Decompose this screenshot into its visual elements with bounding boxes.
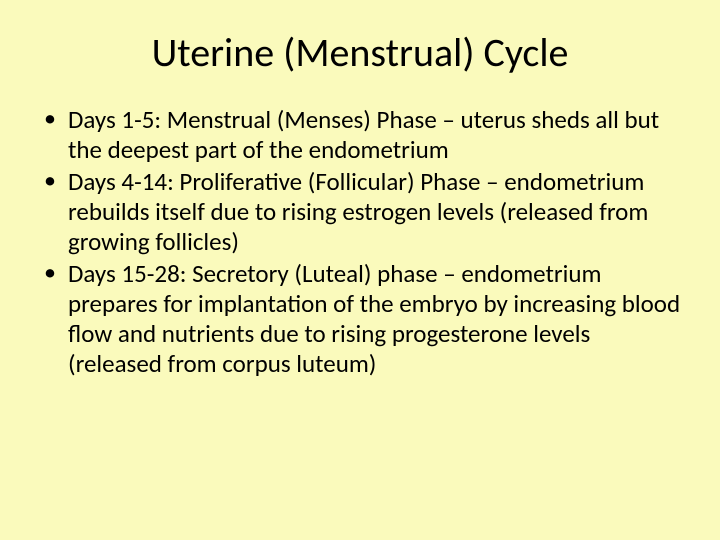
- bullet-list: Days 1-5: Menstrual (Menses) Phase – ute…: [42, 105, 686, 379]
- slide: Uterine (Menstrual) Cycle Days 1-5: Mens…: [0, 0, 720, 540]
- bullet-item: Days 4-14: Proliferative (Follicular) Ph…: [42, 167, 686, 257]
- slide-title: Uterine (Menstrual) Cycle: [30, 28, 690, 77]
- bullet-item: Days 1-5: Menstrual (Menses) Phase – ute…: [42, 105, 686, 165]
- bullet-item: Days 15-28: Secretory (Luteal) phase – e…: [42, 259, 686, 379]
